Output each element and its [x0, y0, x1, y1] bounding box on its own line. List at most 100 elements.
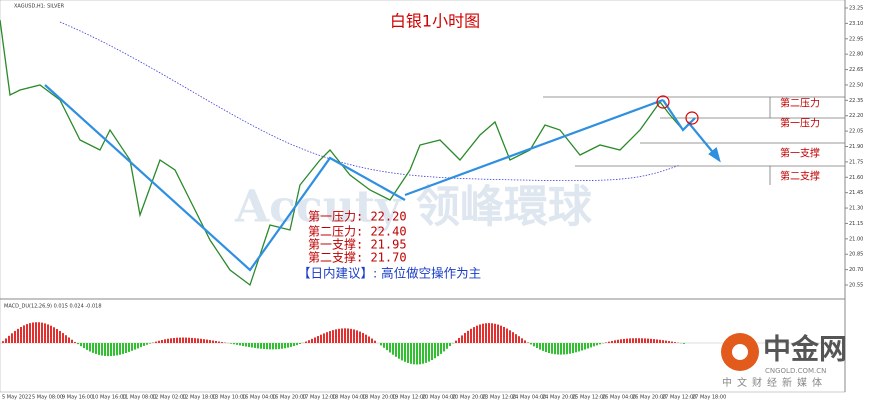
macd-bar: [77, 343, 79, 345]
macd-bar: [638, 338, 640, 343]
macd-bar: [29, 323, 31, 343]
macd-bar: [176, 337, 178, 343]
macd-bar: [119, 343, 121, 355]
macd-bar: [278, 343, 280, 350]
macd-bar: [14, 330, 16, 343]
macd-bar: [149, 343, 151, 344]
macd-bar: [74, 341, 76, 343]
macd-bar: [41, 322, 43, 343]
macd-bar: [434, 343, 436, 359]
macd-bar: [659, 339, 661, 343]
marker-circle: [656, 95, 670, 109]
macd-bar: [143, 343, 145, 346]
macd-bar: [341, 328, 343, 343]
macd-bar: [101, 343, 103, 356]
price-label: 22.80: [849, 52, 863, 58]
macd-bar: [332, 330, 334, 343]
macd-bar: [662, 340, 664, 343]
macd-bar: [521, 338, 523, 343]
date-label: 5 May 08:00: [32, 395, 63, 401]
macd-bar: [566, 343, 568, 355]
level-label: 第二支撑: [780, 170, 820, 183]
price-label: 22.65: [849, 67, 863, 73]
macd-bar: [647, 338, 649, 343]
macd-bar: [146, 343, 148, 345]
symbol-label: XAGUSD,H1: SILVER: [14, 4, 65, 10]
macd-bar: [194, 338, 196, 343]
macd-bar: [179, 337, 181, 343]
macd-bar: [320, 334, 322, 343]
macd-bar: [170, 338, 172, 343]
macd-bar: [311, 338, 313, 343]
macd-bar: [359, 331, 361, 343]
annotation: 第一压力: 22.20: [308, 210, 407, 224]
macd-bar: [401, 343, 403, 361]
macd-bar: [251, 343, 253, 348]
macd-bar: [635, 338, 637, 343]
macd-bar: [425, 343, 427, 363]
level-label: 第二压力: [780, 97, 820, 110]
macd-bar: [554, 343, 556, 355]
macd-bar: [221, 342, 223, 343]
macd-bar: [632, 338, 634, 343]
macd-bar: [563, 343, 565, 355]
macd-bar: [518, 336, 520, 343]
macd-bar: [368, 336, 370, 343]
logo-icon-inner: [732, 344, 748, 360]
macd-bar: [254, 343, 256, 348]
macd-bar: [50, 325, 52, 343]
macd-bar: [134, 343, 136, 350]
macd-bar: [62, 333, 64, 343]
macd-bar: [599, 343, 601, 345]
macd-bar: [128, 343, 130, 352]
macd-bar: [233, 343, 235, 345]
logo-name: 中金网: [763, 333, 847, 366]
macd-bar: [281, 343, 283, 349]
macd-bar: [98, 343, 100, 355]
macd-bar: [38, 322, 40, 343]
macd-bar: [392, 343, 394, 355]
macd-bar: [200, 338, 202, 343]
macd-bar: [431, 343, 433, 361]
price-label: 23.25: [849, 6, 863, 12]
price-label: 22.20: [849, 113, 863, 119]
price-label: 20.85: [849, 252, 863, 258]
macd-bar: [158, 340, 160, 343]
macd-bar: [590, 343, 592, 348]
macd-bar: [107, 343, 109, 357]
macd-bar: [395, 343, 397, 357]
advice: 【日内建议】: 高位做空操作为主: [298, 266, 481, 281]
macd-bar: [536, 343, 538, 349]
macd-bar: [587, 343, 589, 349]
macd-bar: [665, 340, 667, 343]
chart-frame: [0, 0, 846, 393]
macd-bar: [503, 326, 505, 343]
chart-title: 白银1小时图: [390, 12, 480, 31]
macd-bar: [47, 324, 49, 343]
macd-bar: [437, 343, 439, 357]
price-label: 22.35: [849, 98, 863, 104]
macd-bar: [578, 343, 580, 352]
macd-bar: [23, 325, 25, 343]
macd-bar: [674, 342, 676, 343]
macd-bar: [239, 343, 241, 346]
macd-bar: [17, 328, 19, 343]
macd-bar: [380, 343, 382, 346]
macd-bar: [137, 343, 139, 349]
date-label: 20 May 20:00: [452, 395, 486, 401]
macd-bar: [482, 323, 484, 343]
macd-bar: [182, 337, 184, 343]
macd-bar: [161, 339, 163, 343]
price-label: 20.55: [849, 283, 863, 289]
price-label: 21.60: [849, 175, 863, 181]
date-label: 26 May 20:00: [632, 395, 666, 401]
date-label: 5 May 2022: [2, 395, 31, 401]
macd-bar: [5, 338, 7, 343]
macd-bar: [596, 343, 598, 346]
price-label: 21.75: [849, 159, 863, 165]
date-label: 24 May 04:00: [512, 395, 546, 401]
macd-bar: [485, 323, 487, 343]
macd-bar: [68, 337, 70, 343]
